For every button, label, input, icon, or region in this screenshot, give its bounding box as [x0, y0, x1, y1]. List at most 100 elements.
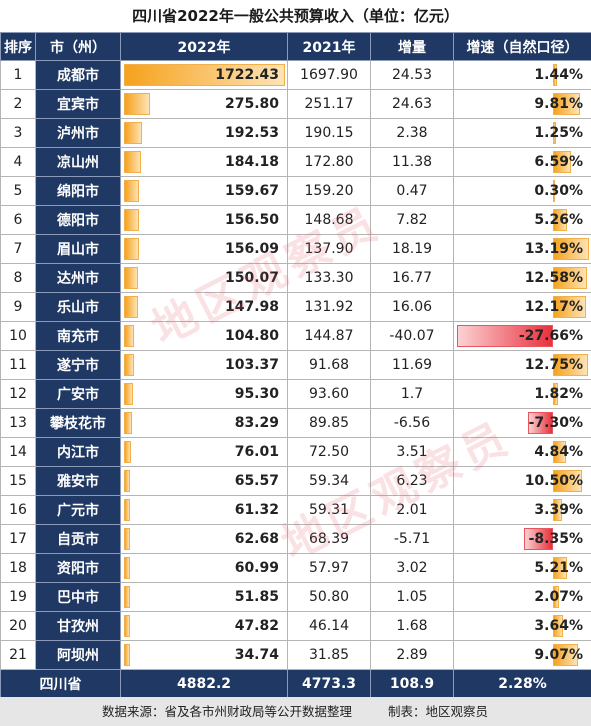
- value-2022-cell: 65.57: [120, 466, 288, 496]
- value-2022-bar: [124, 557, 130, 579]
- city-cell: 达州市: [35, 263, 121, 293]
- growth-rate-label: -7.30%: [528, 415, 583, 431]
- rank-cell: 2: [0, 89, 36, 119]
- growth-rate-label: 1.82%: [534, 386, 583, 402]
- growth-rate-bar: [457, 325, 553, 347]
- growth-rate-cell: 13.19%: [453, 234, 591, 264]
- value-2022-label: 60.99: [234, 560, 279, 576]
- growth-rate-cell: 10.50%: [453, 466, 591, 496]
- value-2022-cell: 76.01: [120, 437, 288, 467]
- footer: 数据来源：省及各市州财政局等公开数据整理 制表：地区观察员: [0, 697, 591, 726]
- header-2022: 2022年: [120, 32, 288, 61]
- rank-cell: 8: [0, 263, 36, 293]
- growth-rate-cell: 1.82%: [453, 379, 591, 409]
- value-2022-bar: [124, 615, 130, 637]
- city-cell: 攀枝花市: [35, 408, 121, 438]
- increment-cell: 0.47: [370, 176, 454, 206]
- increment-cell: 11.69: [370, 350, 454, 380]
- value-2021-cell: 1697.90: [287, 60, 371, 90]
- table-row: 1 成都市 1722.43 1697.90 24.53 1.44%: [0, 60, 591, 90]
- table-row: 2 宜宾市 275.80 251.17 24.63 9.81%: [0, 89, 591, 119]
- table-row: 15 雅安市 65.57 59.34 6.23 10.50%: [0, 466, 591, 496]
- growth-rate-cell: -7.30%: [453, 408, 591, 438]
- growth-rate-bar: [553, 499, 563, 521]
- growth-rate-bar: [553, 180, 555, 202]
- total-increment: 108.9: [370, 669, 454, 699]
- value-2021-cell: 91.68: [287, 350, 371, 380]
- growth-rate-bar: [553, 122, 557, 144]
- table-row: 19 巴中市 51.85 50.80 1.05 2.07%: [0, 582, 591, 612]
- table-row: 14 内江市 76.01 72.50 3.51 4.84%: [0, 437, 591, 467]
- value-2021-cell: 148.68: [287, 205, 371, 235]
- value-2022-bar: [124, 528, 130, 550]
- growth-rate-bar: [553, 238, 589, 260]
- increment-cell: 3.51: [370, 437, 454, 467]
- growth-rate-label: 1.25%: [534, 125, 583, 141]
- rank-cell: 18: [0, 553, 36, 583]
- value-2022-label: 184.18: [224, 154, 279, 170]
- growth-rate-cell: 5.21%: [453, 553, 591, 583]
- growth-rate-cell: 9.07%: [453, 640, 591, 670]
- value-2022-label: 103.37: [224, 357, 279, 373]
- growth-rate-bar: [553, 615, 563, 637]
- value-2022-cell: 47.82: [120, 611, 288, 641]
- value-2022-cell: 34.74: [120, 640, 288, 670]
- value-2022-cell: 156.50: [120, 205, 288, 235]
- city-cell: 甘孜州: [35, 611, 121, 641]
- value-2022-cell: 156.09: [120, 234, 288, 264]
- growth-rate-label: 5.26%: [534, 212, 583, 228]
- value-2022-cell: 83.29: [120, 408, 288, 438]
- value-2021-cell: 59.34: [287, 466, 371, 496]
- footer-maker: 制表：地区观察员: [388, 704, 489, 719]
- increment-cell: 18.19: [370, 234, 454, 264]
- growth-rate-cell: 3.64%: [453, 611, 591, 641]
- rank-cell: 11: [0, 350, 36, 380]
- value-2021-cell: 251.17: [287, 89, 371, 119]
- value-2022-bar: [124, 238, 139, 260]
- city-cell: 凉山州: [35, 147, 121, 177]
- value-2022-bar: [124, 122, 142, 144]
- value-2022-bar: [124, 499, 130, 521]
- table-row: 12 广安市 95.30 93.60 1.7 1.82%: [0, 379, 591, 409]
- value-2022-label: 156.50: [224, 212, 279, 228]
- growth-rate-label: 0.30%: [534, 183, 583, 199]
- value-2022-bar: [124, 296, 138, 318]
- total-growth-rate: 2.28%: [453, 669, 591, 699]
- value-2022-bar: [124, 354, 134, 376]
- table-row: 18 资阳市 60.99 57.97 3.02 5.21%: [0, 553, 591, 583]
- city-cell: 阿坝州: [35, 640, 121, 670]
- growth-rate-label: -8.35%: [528, 531, 583, 547]
- rank-cell: 12: [0, 379, 36, 409]
- value-2022-cell: 104.80: [120, 321, 288, 351]
- increment-cell: 7.82: [370, 205, 454, 235]
- rank-cell: 7: [0, 234, 36, 264]
- growth-rate-cell: 5.26%: [453, 205, 591, 235]
- table-row: 4 凉山州 184.18 172.80 11.38 6.59%: [0, 147, 591, 177]
- growth-rate-label: 12.58%: [524, 270, 583, 286]
- value-2022-bar: [124, 644, 130, 666]
- table-row: 3 泸州市 192.53 190.15 2.38 1.25%: [0, 118, 591, 148]
- growth-rate-cell: -27.66%: [453, 321, 591, 351]
- value-2022-label: 95.30: [234, 386, 279, 402]
- value-2022-label: 62.68: [234, 531, 279, 547]
- value-2022-label: 34.74: [234, 647, 279, 663]
- city-cell: 雅安市: [35, 466, 121, 496]
- rank-cell: 10: [0, 321, 36, 351]
- growth-rate-cell: 1.44%: [453, 60, 591, 90]
- value-2022-bar: [124, 441, 132, 463]
- increment-cell: 6.23: [370, 466, 454, 496]
- table-row: 7 眉山市 156.09 137.90 18.19 13.19%: [0, 234, 591, 264]
- header-growth-rate: 增速（自然口径）: [453, 32, 591, 61]
- header-city: 市（州）: [35, 32, 121, 61]
- value-2022-cell: 184.18: [120, 147, 288, 177]
- city-cell: 遂宁市: [35, 350, 121, 380]
- growth-rate-label: 5.21%: [534, 560, 583, 576]
- footer-source: 数据来源：省及各市州财政局等公开数据整理: [102, 704, 353, 719]
- table-row: 6 德阳市 156.50 148.68 7.82 5.26%: [0, 205, 591, 235]
- value-2022-bar: [124, 180, 139, 202]
- total-2022: 4882.2: [120, 669, 288, 699]
- value-2021-cell: 144.87: [287, 321, 371, 351]
- value-2022-label: 275.80: [224, 96, 279, 112]
- value-2022-cell: 192.53: [120, 118, 288, 148]
